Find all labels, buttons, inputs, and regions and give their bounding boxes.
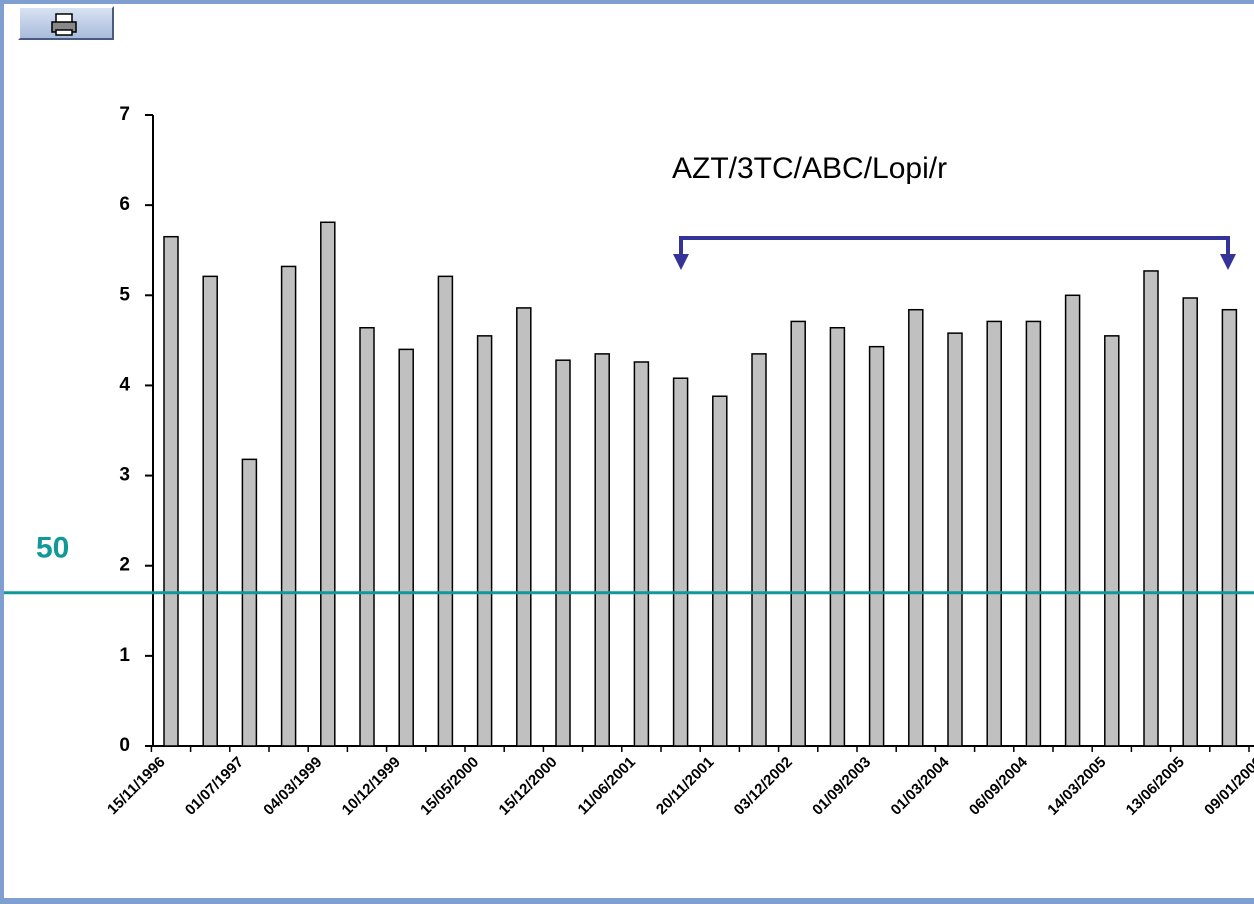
- x-tick-label: 01/03/2004: [888, 753, 954, 819]
- bar: [908, 308, 924, 747]
- bar: [1025, 320, 1042, 747]
- x-tick-label: 06/09/2004: [966, 753, 1032, 819]
- bracket: [679, 236, 1230, 262]
- x-tick-label: 15/05/2000: [417, 754, 482, 819]
- y-tick-label: 0: [119, 735, 130, 756]
- bar: [947, 332, 963, 747]
- bar: [1182, 297, 1198, 747]
- bar: [516, 307, 532, 747]
- bar: [1143, 270, 1159, 747]
- bar: [202, 275, 218, 747]
- x-tick-label: 09/01/2006: [1201, 754, 1254, 819]
- bar: [633, 361, 650, 747]
- y-tick-label: 5: [119, 284, 130, 305]
- x-tick-label: 15/12/2000: [496, 754, 561, 819]
- x-tick-label: 04/03/1999: [260, 754, 325, 819]
- x-tick-label: 15/11/1996: [104, 754, 169, 819]
- bracket-arrows: [673, 254, 1236, 270]
- bar: [672, 377, 689, 747]
- bar: [555, 359, 571, 747]
- x-tick-label: 11/06/2001: [575, 754, 640, 819]
- annotation: AZT/3TC/ABC/Lopi/r: [672, 152, 947, 185]
- print-icon: [51, 13, 77, 36]
- x-tick-label: 01/09/2003: [809, 754, 874, 819]
- bar: [476, 335, 493, 747]
- bar: [320, 221, 336, 747]
- x-tick-label: 13/06/2005: [1123, 754, 1188, 819]
- bar: [751, 353, 767, 747]
- bar: [790, 320, 806, 747]
- y-tick-label: 4: [119, 374, 130, 395]
- x-tick-label: 01/07/1997: [182, 754, 247, 819]
- bar: [398, 348, 414, 747]
- bar: [594, 353, 610, 747]
- bar: [829, 326, 846, 747]
- x-tick-label: 14/03/2005: [1044, 754, 1109, 819]
- bar: [437, 275, 454, 747]
- y-tick-label: 3: [119, 465, 130, 486]
- bar: [868, 345, 885, 747]
- bar: [986, 320, 1002, 747]
- bar: [1104, 335, 1120, 747]
- bar: [712, 395, 728, 747]
- bar: [280, 265, 297, 747]
- bar: [1064, 294, 1081, 747]
- threshold-label: 50: [36, 532, 69, 565]
- bar: [163, 235, 179, 747]
- y-tick-label: 2: [119, 555, 130, 576]
- bar: [241, 458, 258, 747]
- x-tick-label: 03/12/2002: [731, 754, 796, 819]
- y-tick-label: 1: [119, 645, 130, 666]
- bar: [1221, 308, 1238, 747]
- x-tick-label: 10/12/1999: [339, 754, 404, 819]
- y-tick-label: 7: [119, 104, 130, 125]
- x-tick-label: 20/11/2001: [653, 754, 718, 819]
- y-tick-label: 6: [119, 194, 130, 215]
- print-button[interactable]: [18, 6, 114, 40]
- bar: [359, 326, 375, 747]
